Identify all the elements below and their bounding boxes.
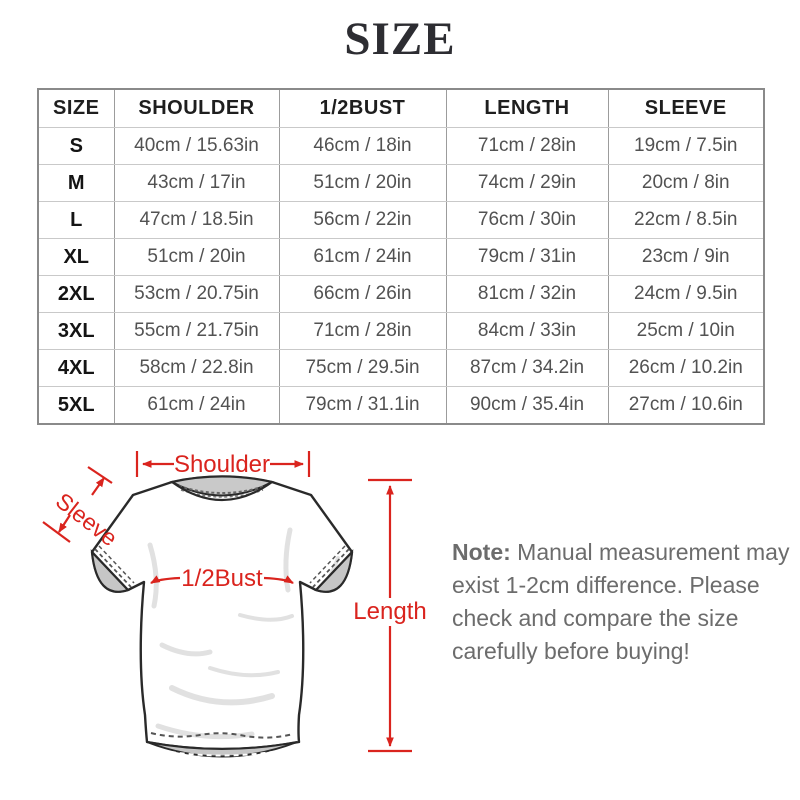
col-header-shoulder: SHOULDER (113, 88, 280, 128)
sleeve-measure-arrow (42, 466, 113, 543)
size-table: SIZE SHOULDER 1/2BUST LENGTH SLEEVE S 40… (37, 88, 765, 425)
tshirt-measurement-diagram: Shoulder Sleeve 1/2Bust Length (42, 451, 430, 758)
cell-sleeve: 26cm / 10.2in (607, 349, 765, 387)
cell-shoulder: 61cm / 24in (113, 386, 280, 425)
table-row-xl: XL 51cm / 20in 61cm / 24in 79cm / 31in 2… (37, 238, 765, 276)
length-label: Length (353, 598, 426, 625)
collar (169, 475, 275, 501)
length-measure-arrow (368, 478, 412, 753)
cell-sleeve: 25cm / 10in (607, 312, 765, 350)
cell-shoulder: 51cm / 20in (113, 238, 280, 276)
halfbust-measure-arrow (150, 575, 294, 584)
cell-halfbust: 56cm / 22in (278, 201, 447, 239)
measurement-arrows (42, 451, 412, 753)
tshirt-body (90, 475, 354, 751)
header-row: SIZE SHOULDER 1/2BUST LENGTH SLEEVE (37, 88, 765, 128)
cell-size: L (37, 201, 115, 239)
table-row-s: S 40cm / 15.63in 46cm / 18in 71cm / 28in… (37, 127, 765, 165)
note-line-1: Manual measurement may (517, 539, 790, 565)
cell-halfbust: 71cm / 28in (278, 312, 447, 350)
note-line-3: check and compare the size (452, 605, 739, 631)
right-sleeve-cuff (309, 545, 354, 593)
col-header-sleeve: SLEEVE (607, 88, 765, 128)
tshirt-illustration (90, 475, 354, 758)
note-line-2: exist 1-2cm difference. Please (452, 572, 760, 598)
cell-length: 74cm / 29in (445, 164, 609, 202)
note-line: Note: Manual measurement may (452, 536, 789, 569)
table-row-2xl: 2XL 53cm / 20.75in 66cm / 26in 81cm / 32… (37, 275, 765, 313)
table-row-3xl: 3XL 55cm / 21.75in 71cm / 28in 84cm / 33… (37, 312, 765, 350)
cell-size: 4XL (37, 349, 115, 387)
cell-halfbust: 51cm / 20in (278, 164, 447, 202)
col-header-size: SIZE (37, 88, 115, 128)
cell-length: 79cm / 31in (445, 238, 609, 276)
page-title: SIZE (344, 13, 456, 65)
cell-halfbust: 46cm / 18in (278, 127, 447, 165)
cell-size: 5XL (37, 386, 115, 425)
halfbust-label: 1/2Bust (181, 565, 263, 592)
cell-shoulder: 43cm / 17in (113, 164, 280, 202)
cell-sleeve: 27cm / 10.6in (607, 386, 765, 425)
note-text: Note: Manual measurement may exist 1-2cm… (452, 536, 789, 668)
shoulder-label: Shoulder (174, 451, 270, 478)
cell-shoulder: 58cm / 22.8in (113, 349, 280, 387)
table-row-l: L 47cm / 18.5in 56cm / 22in 76cm / 30in … (37, 201, 765, 239)
table-row-m: M 43cm / 17in 51cm / 20in 74cm / 29in 20… (37, 164, 765, 202)
col-header-length: LENGTH (445, 88, 609, 128)
cell-sleeve: 23cm / 9in (607, 238, 765, 276)
col-header-halfbust: 1/2BUST (278, 88, 447, 128)
length-label-background (350, 600, 430, 625)
cell-halfbust: 61cm / 24in (278, 238, 447, 276)
cell-halfbust: 79cm / 31.1in (278, 386, 447, 425)
cell-halfbust: 66cm / 26in (278, 275, 447, 313)
cell-sleeve: 19cm / 7.5in (607, 127, 765, 165)
cell-size: S (37, 127, 115, 165)
cell-sleeve: 24cm / 9.5in (607, 275, 765, 313)
cell-shoulder: 55cm / 21.75in (113, 312, 280, 350)
cell-sleeve: 22cm / 8.5in (607, 201, 765, 239)
note-line-4: carefully before buying! (452, 638, 690, 664)
cell-length: 90cm / 35.4in (445, 386, 609, 425)
cell-shoulder: 47cm / 18.5in (113, 201, 280, 239)
sleeve-label: Sleeve (51, 487, 122, 551)
cell-length: 71cm / 28in (445, 127, 609, 165)
bottom-hem (146, 732, 298, 758)
cell-length: 87cm / 34.2in (445, 349, 609, 387)
cell-size: 2XL (37, 275, 115, 313)
cell-size: 3XL (37, 312, 115, 350)
cell-length: 84cm / 33in (445, 312, 609, 350)
note-label: Note: (452, 539, 511, 565)
cell-size: XL (37, 238, 115, 276)
cell-halfbust: 75cm / 29.5in (278, 349, 447, 387)
cell-length: 81cm / 32in (445, 275, 609, 313)
table-row-4xl: 4XL 58cm / 22.8in 75cm / 29.5in 87cm / 3… (37, 349, 765, 387)
shoulder-measure-arrow (135, 451, 311, 477)
left-sleeve-cuff (90, 545, 135, 593)
cell-shoulder: 40cm / 15.63in (113, 127, 280, 165)
cell-shoulder: 53cm / 20.75in (113, 275, 280, 313)
table-row-5xl: 5XL 61cm / 24in 79cm / 31.1in 90cm / 35.… (37, 386, 765, 425)
cell-length: 76cm / 30in (445, 201, 609, 239)
cell-sleeve: 20cm / 8in (607, 164, 765, 202)
cell-size: M (37, 164, 115, 202)
